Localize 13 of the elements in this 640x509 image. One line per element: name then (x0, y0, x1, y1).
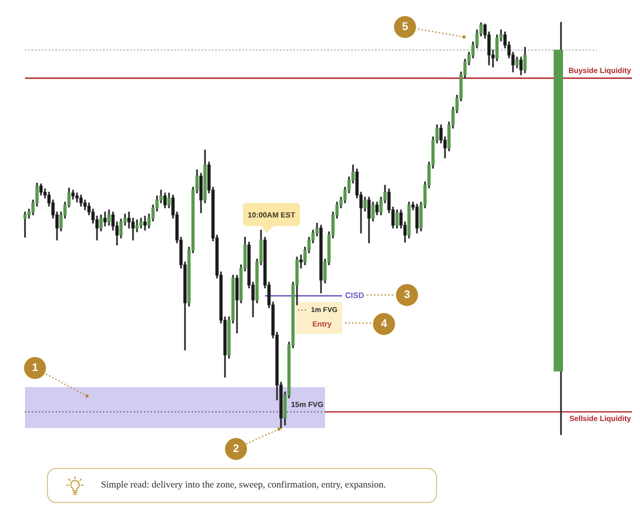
annotation: 1 (32, 362, 38, 374)
candlestick (299, 254, 303, 268)
number-badge: 1 (24, 357, 46, 379)
number-badge: 2 (225, 438, 247, 460)
candlestick (23, 212, 27, 238)
number-badge: 3 (396, 284, 418, 306)
annotation: 5 (402, 20, 408, 32)
annotation: 4 (380, 318, 388, 330)
annotation: 3 (404, 288, 410, 300)
number-badge: 4 (373, 313, 395, 335)
ref-line-label: CISD (345, 291, 364, 300)
text: Simple read: delivery into the zone, sweep, confirmation, entry, expansion. (101, 480, 386, 490)
number-badge: 5 (394, 16, 416, 38)
